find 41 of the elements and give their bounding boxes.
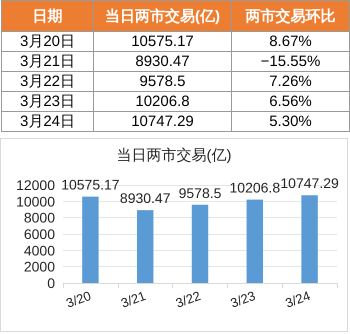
data-label: 6.56% [232,92,350,112]
data-label: −15.55% [232,52,350,72]
y-tick-label: 6000 [24,226,56,242]
y-tick-label: 2000 [24,258,56,275]
text: 两市交易环比 [232,0,350,32]
category-label: 3月20日 [2,32,94,52]
data-label: 10575.17 [94,32,232,52]
category-label: 3月21日 [2,52,94,72]
data-label: 8930.47 [94,52,232,72]
chart-title: 当日两市交易(亿) [116,147,232,164]
category-label: 3月23日 [2,92,94,112]
category-label: 3月22日 [2,72,94,92]
x-tick-label: 3/23 [228,288,258,311]
data-label: 8930.47 [120,190,171,206]
bar [136,210,154,283]
y-tick-label: 0 [47,275,56,291]
category-label: 3月24日 [2,112,94,132]
y-tick-label: 12000 [16,177,56,193]
bar [246,200,264,283]
x-tick-label: 3/21 [118,288,148,311]
x-tick-label: 3/20 [64,288,93,311]
y-tick-label: 8000 [24,210,56,226]
data-label: 9578.5 [178,184,222,201]
text: 当日两市交易(亿) [94,0,232,32]
bar [192,204,208,283]
text: 日期 [2,0,94,32]
data-label: 9578.5 [94,72,232,92]
data-label: 8.67% [232,32,350,52]
y-tick-label: 4000 [24,242,56,258]
bar [82,196,99,283]
data-label: 10747.29 [280,175,340,192]
data-label: 7.26% [232,72,350,92]
bar [301,195,318,283]
data-label: 10747.29 [94,112,232,132]
data-label: 10206.8 [229,180,280,196]
data-label: 5.30% [232,112,350,132]
x-tick-label: 3/24 [283,288,312,311]
x-tick-label: 3/22 [174,288,203,311]
y-tick-label: 10000 [16,193,56,210]
data-label: 10206.8 [94,92,232,112]
data-label: 10575.17 [61,176,120,193]
